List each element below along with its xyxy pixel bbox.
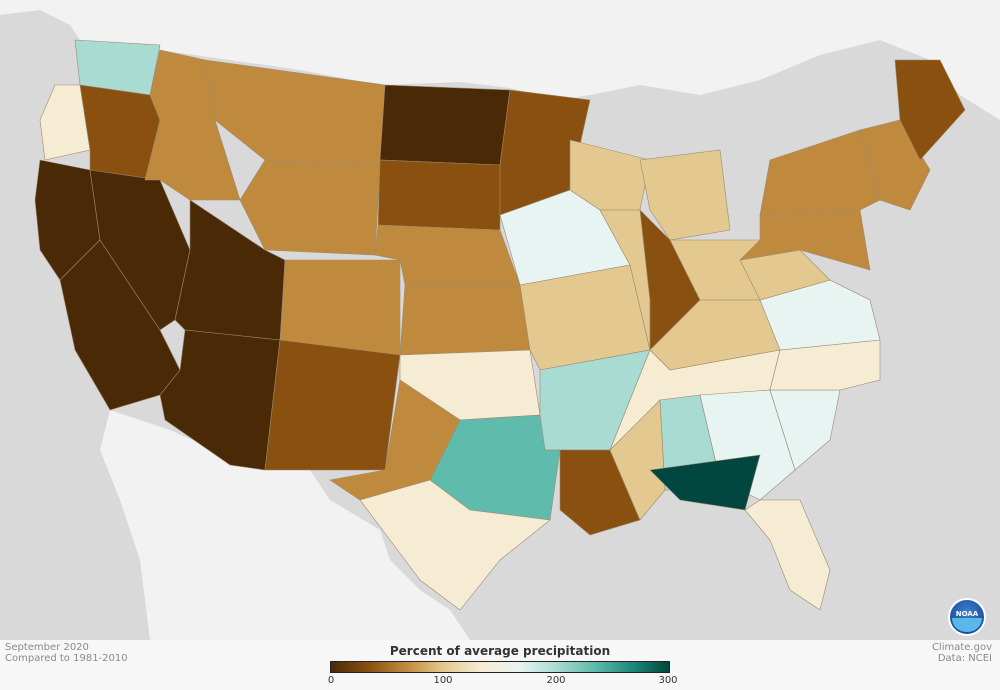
legend-title: Percent of average precipitation — [389, 644, 611, 658]
region-new-york — [759, 129, 881, 216]
region-michigan — [639, 149, 731, 241]
region-new-mexico — [264, 339, 401, 471]
canada-landmass — [0, 0, 1000, 120]
map-caption: September 2020 Compared to 1981-2010 — [5, 642, 128, 664]
noaa-logo: NOAA — [948, 598, 986, 636]
mexico-landmass — [100, 410, 470, 640]
region-wyoming — [239, 159, 381, 256]
legend-tick-200: 200 — [546, 675, 566, 686]
region-kansas — [399, 284, 531, 356]
legend-tick-100: 100 — [433, 675, 453, 686]
region-colorado — [279, 259, 401, 356]
legend-color-bar — [330, 661, 670, 673]
region-florida-peninsula — [744, 499, 831, 611]
noaa-logo-text: NOAA — [955, 610, 979, 618]
legend-tick-300: 300 — [658, 675, 678, 686]
legend-tick-0: 0 — [327, 675, 335, 686]
region-north-dakota — [379, 84, 511, 166]
region-oregon-east — [79, 84, 161, 181]
region-south-dakota — [377, 159, 501, 231]
credit-site: Climate.gov — [931, 642, 992, 653]
map-credits: Climate.gov Data: NCEI — [932, 642, 992, 664]
caption-period: September 2020 — [5, 642, 89, 653]
caption-baseline: Compared to 1981-2010 — [5, 653, 128, 664]
region-oregon-west — [39, 84, 91, 161]
map-svg — [0, 0, 1000, 640]
region-texas-south — [359, 479, 551, 611]
credit-data-source: Data: NCEI — [937, 653, 992, 664]
region-maine — [894, 59, 966, 161]
